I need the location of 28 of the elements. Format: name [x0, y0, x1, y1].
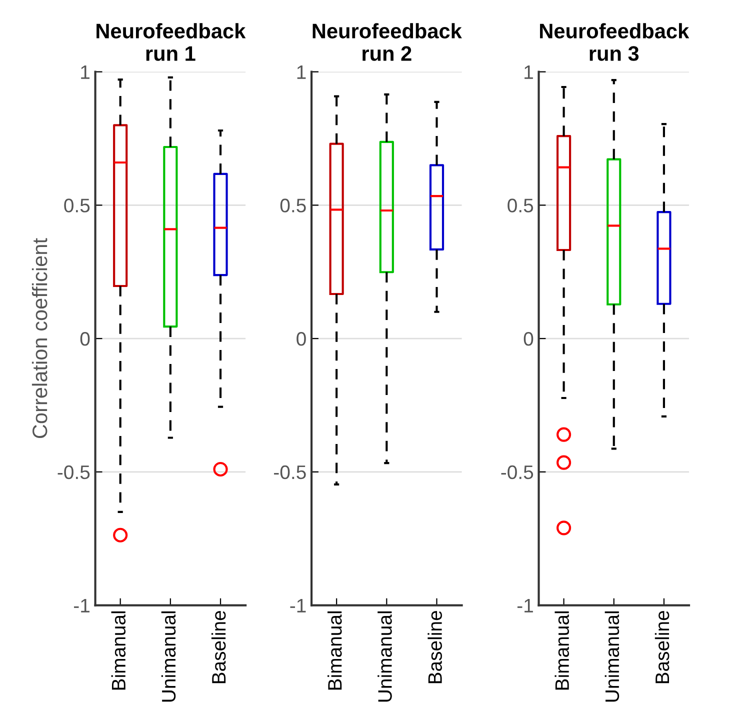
y-tick-label: -0.5 — [274, 465, 306, 480]
chart-title: Neurofeedback run 3 — [540, 23, 690, 61]
x-tick-label: Unimanual — [604, 611, 620, 702]
x-tick-label: Baseline — [654, 610, 670, 684]
y-tick-label: 0 — [80, 332, 90, 346]
x-tick-label: Bimanual — [554, 611, 570, 690]
chart-title: Neurofeedback run 2 — [312, 23, 462, 61]
y-tick-label: 1 — [297, 65, 306, 79]
y-tick-label: 1 — [81, 65, 90, 79]
x-tick-label: Baseline — [211, 610, 226, 684]
y-tick-label: 0 — [296, 332, 306, 346]
y-tick-label: 0.5 — [64, 198, 90, 212]
y-tick-label: 0 — [524, 332, 534, 346]
x-tick-label: Unimanual — [378, 611, 392, 702]
y-tick-label: 1 — [524, 65, 533, 79]
x-tick-label: Bimanual — [328, 611, 342, 690]
y-tick-label: -1 — [290, 598, 306, 612]
x-tick-label: Unimanual — [161, 611, 176, 702]
y-tick-label: -1 — [517, 598, 533, 612]
chart-title: Neurofeedback run 1 — [96, 23, 246, 61]
y-tick-label: -0.5 — [58, 465, 90, 480]
y-axis-title: Correlation coefficient — [32, 238, 48, 438]
y-tick-label: 0.5 — [280, 198, 306, 212]
y-tick-label: 0.5 — [508, 198, 534, 212]
y-tick-label: -1 — [74, 598, 90, 612]
y-tick-label: -0.5 — [501, 465, 534, 480]
x-tick-label: Baseline — [428, 610, 442, 684]
x-tick-label: Bimanual — [111, 611, 126, 690]
